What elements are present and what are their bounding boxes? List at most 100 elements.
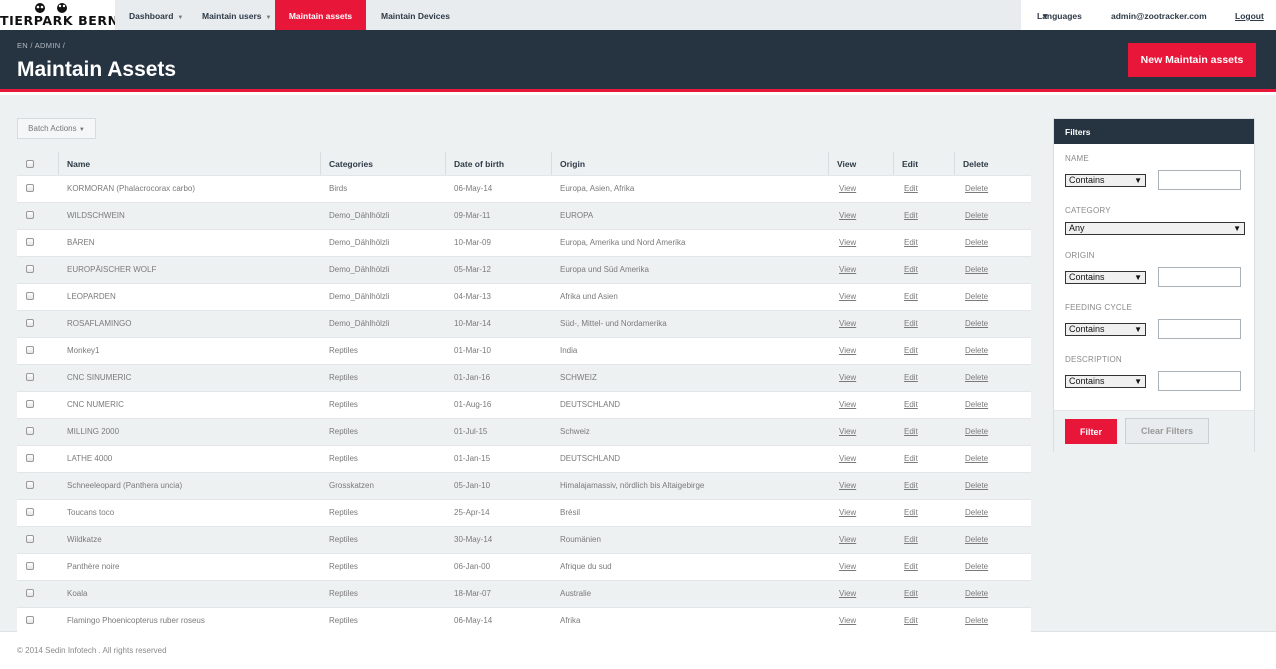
logo[interactable]: TIERPARK BERN [0,0,118,30]
delete-link[interactable]: Delete [965,454,989,463]
row-checkbox[interactable] [26,184,34,192]
edit-link[interactable]: Edit [904,616,918,625]
breadcrumb[interactable]: EN / ADMIN / [17,41,66,50]
view-link[interactable]: View [839,373,857,382]
row-checkbox[interactable] [26,373,34,381]
filter-description-input[interactable] [1158,371,1241,391]
nav-maintain-users[interactable]: Maintain users ▼ [202,0,271,30]
nav-maintain-assets[interactable]: Maintain assets [275,0,366,30]
row-checkbox[interactable] [26,535,34,543]
filter-name-operator[interactable]: Contains ▼ [1065,174,1146,187]
row-checkbox[interactable] [26,508,34,516]
edit-link[interactable]: Edit [904,400,918,409]
filter-category-select[interactable]: Any ▼ [1065,222,1245,235]
filter-name-input[interactable] [1158,170,1241,190]
filter-feeding-input[interactable] [1158,319,1241,339]
delete-link[interactable]: Delete [965,562,989,571]
view-link[interactable]: View [839,184,857,193]
delete-link[interactable]: Delete [965,211,989,220]
edit-link[interactable]: Edit [904,562,918,571]
delete-link[interactable]: Delete [965,292,989,301]
edit-link[interactable]: Edit [904,346,918,355]
view-link[interactable]: View [839,238,857,247]
filter-origin-operator[interactable]: Contains ▼ [1065,271,1146,284]
column-name[interactable]: Name [58,152,321,175]
delete-link[interactable]: Delete [965,427,989,436]
edit-link[interactable]: Edit [904,454,918,463]
filters-panel: Filters NAME Contains ▼ CATEGORY Any ▼ ORI… [1053,118,1255,452]
batch-actions-button[interactable]: Batch Actions ▼ [17,118,96,139]
delete-link[interactable]: Delete [965,238,989,247]
view-link[interactable]: View [839,400,857,409]
filter-button[interactable]: Filter [1065,419,1117,444]
clear-filters-button[interactable]: Clear Filters [1125,418,1209,444]
column-categories[interactable]: Categories [320,152,445,175]
delete-link[interactable]: Delete [965,319,989,328]
edit-link[interactable]: Edit [904,319,918,328]
filter-description-operator[interactable]: Contains ▼ [1065,375,1146,388]
view-link[interactable]: View [839,616,857,625]
delete-link[interactable]: Delete [965,373,989,382]
edit-link[interactable]: Edit [904,373,918,382]
delete-link[interactable]: Delete [965,265,989,274]
row-checkbox[interactable] [26,454,34,462]
column-origin[interactable]: Origin [551,152,828,175]
view-link[interactable]: View [839,535,857,544]
delete-link[interactable]: Delete [965,400,989,409]
edit-link[interactable]: Edit [904,589,918,598]
delete-link[interactable]: Delete [965,508,989,517]
view-link[interactable]: View [839,346,857,355]
row-checkbox[interactable] [26,589,34,597]
row-checkbox[interactable] [26,400,34,408]
row-checkbox[interactable] [26,319,34,327]
cell-date-of-birth: 10-Mar-09 [454,238,491,247]
row-select-cell [17,581,58,608]
paw-icon [35,3,67,13]
row-checkbox[interactable] [26,346,34,354]
filter-origin-input[interactable] [1158,267,1241,287]
view-link[interactable]: View [839,292,857,301]
view-link[interactable]: View [839,589,857,598]
row-checkbox[interactable] [26,562,34,570]
user-email[interactable]: admin@zootracker.com [1111,11,1207,21]
edit-link[interactable]: Edit [904,508,918,517]
view-link[interactable]: View [839,319,857,328]
filter-feeding-operator[interactable]: Contains ▼ [1065,323,1146,336]
edit-link[interactable]: Edit [904,535,918,544]
delete-link[interactable]: Delete [965,589,989,598]
view-link[interactable]: View [839,211,857,220]
delete-link[interactable]: Delete [965,616,989,625]
view-link[interactable]: View [839,427,857,436]
edit-link[interactable]: Edit [904,427,918,436]
row-checkbox[interactable] [26,238,34,246]
row-checkbox[interactable] [26,292,34,300]
edit-link[interactable]: Edit [904,238,918,247]
edit-link[interactable]: Edit [904,292,918,301]
delete-link[interactable]: Delete [965,535,989,544]
select-all-checkbox[interactable] [26,160,34,168]
filter-description-label: DESCRIPTION [1065,355,1122,364]
delete-link[interactable]: Delete [965,481,989,490]
edit-link[interactable]: Edit [904,481,918,490]
delete-link[interactable]: Delete [965,346,989,355]
nav-dashboard[interactable]: Dashboard ▼ [129,0,183,30]
row-checkbox[interactable] [26,211,34,219]
view-link[interactable]: View [839,481,857,490]
row-checkbox[interactable] [26,427,34,435]
view-link[interactable]: View [839,454,857,463]
new-asset-button[interactable]: New Maintain assets [1128,43,1256,77]
delete-link[interactable]: Delete [965,184,989,193]
edit-link[interactable]: Edit [904,211,918,220]
nav-maintain-devices[interactable]: Maintain Devices [381,11,450,21]
logout-link[interactable]: Logout [1235,11,1264,21]
page-title: Maintain Assets [17,58,177,81]
edit-link[interactable]: Edit [904,184,918,193]
view-link[interactable]: View [839,265,857,274]
view-link[interactable]: View [839,562,857,571]
edit-link[interactable]: Edit [904,265,918,274]
view-link[interactable]: View [839,508,857,517]
row-checkbox[interactable] [26,481,34,489]
row-checkbox[interactable] [26,265,34,273]
row-checkbox[interactable] [26,616,34,624]
column-date-of-birth[interactable]: Date of birth [445,152,551,175]
